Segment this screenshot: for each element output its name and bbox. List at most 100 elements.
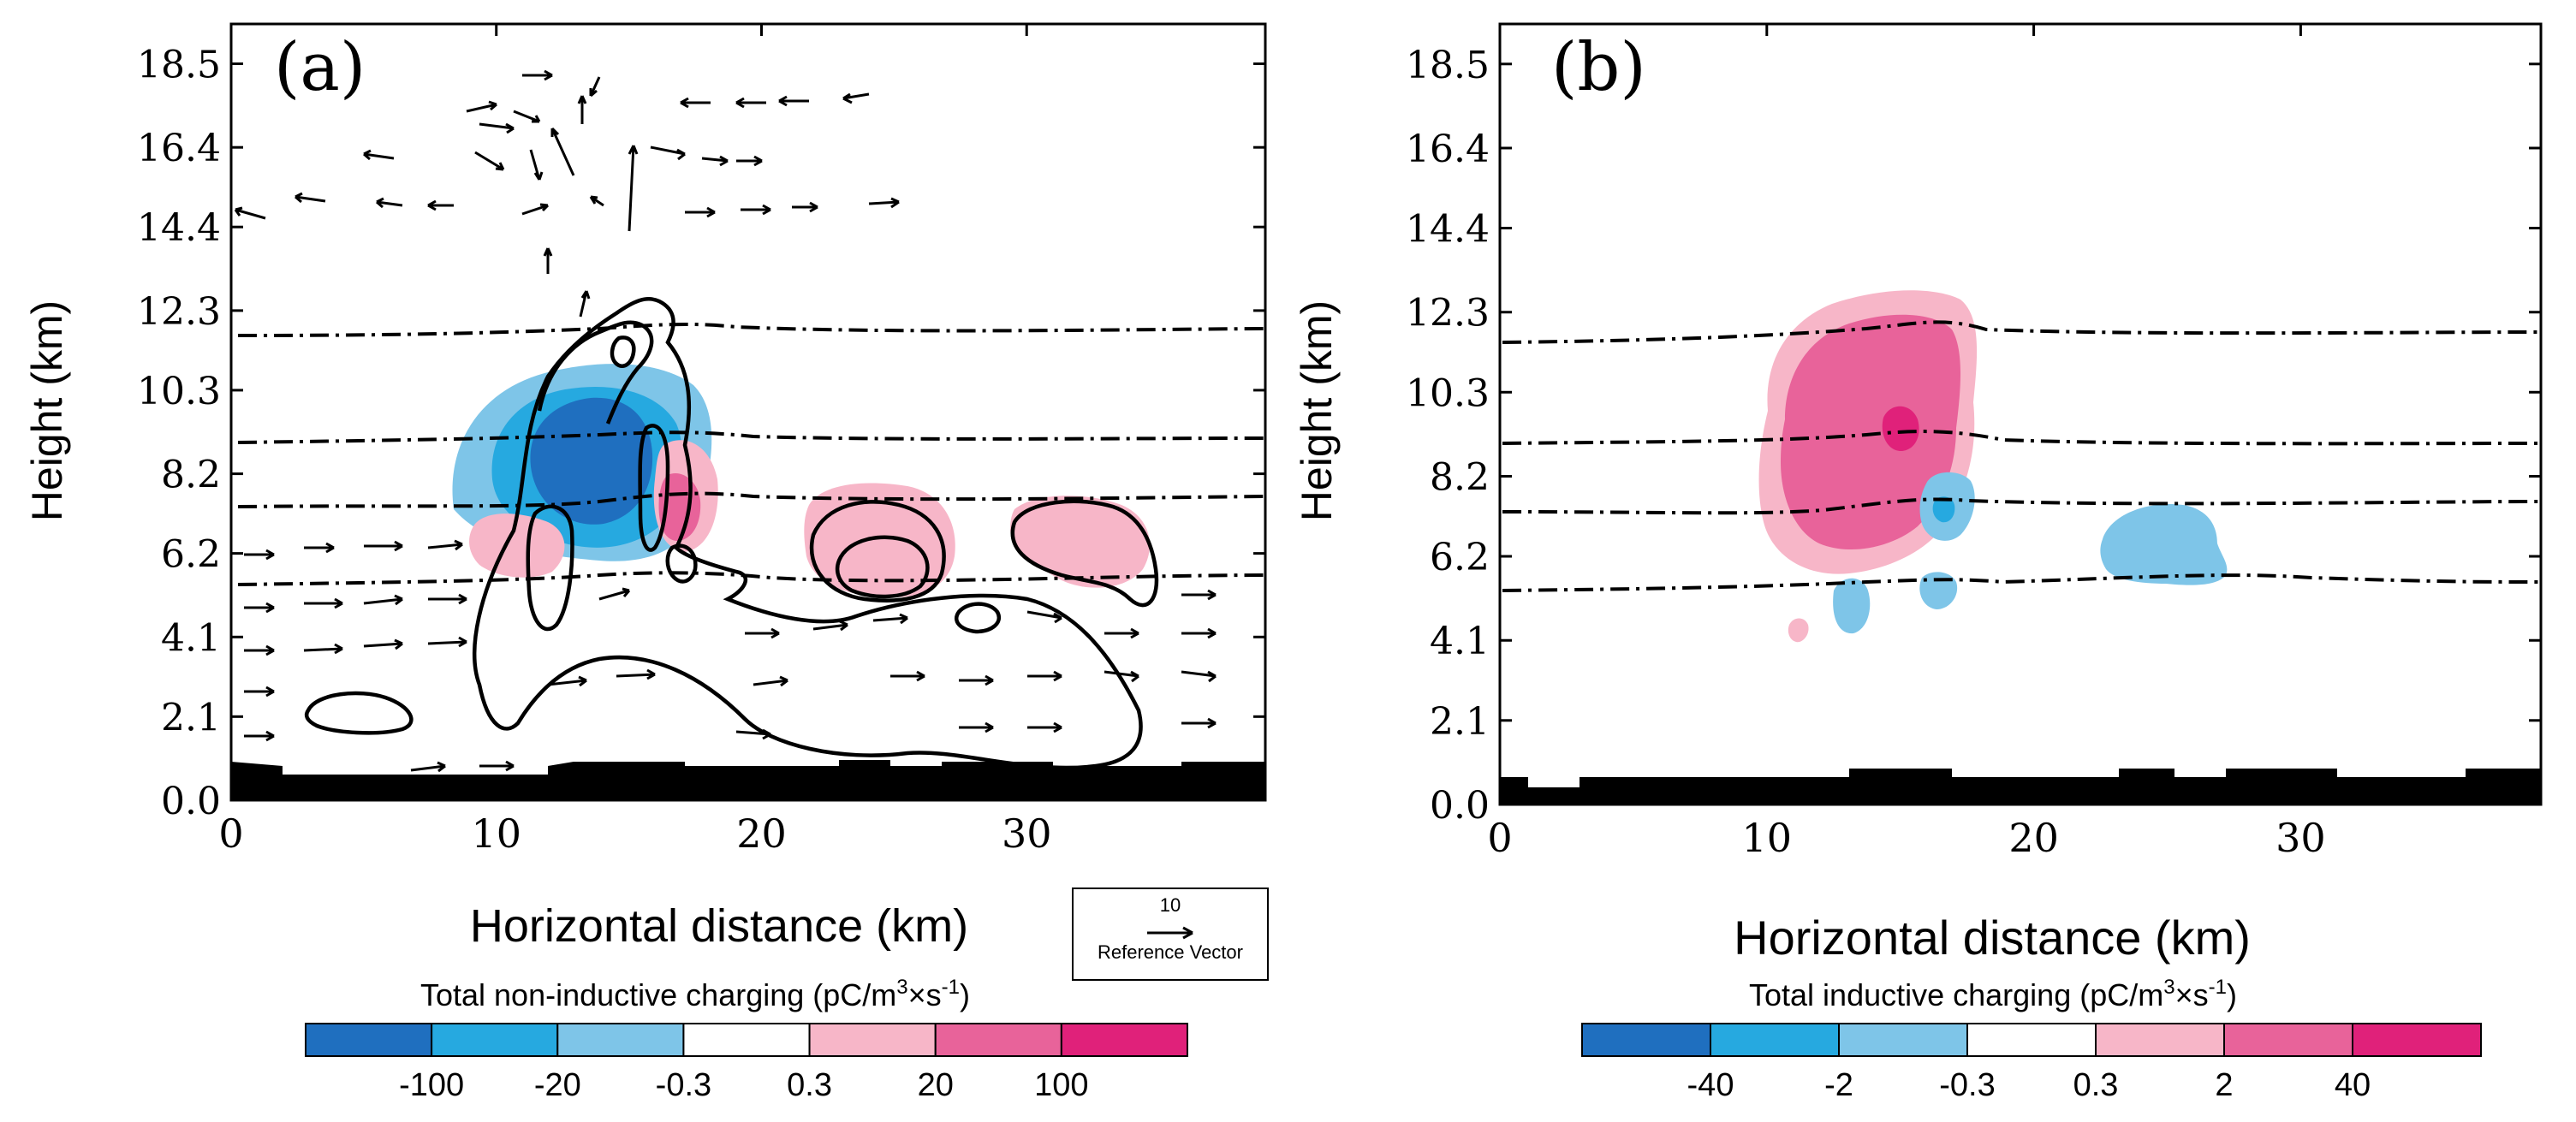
panel-a-vector <box>474 151 505 171</box>
panel-a-vector <box>304 542 335 554</box>
panel-a-terrain <box>231 760 1265 800</box>
panel-a-vector <box>363 594 403 606</box>
colorbar-tick-label: -0.3 <box>1939 1067 1995 1103</box>
panel-a-vector <box>598 587 631 601</box>
panel-a-vector <box>244 549 275 561</box>
panel-a-y-axis-title: Height (km) <box>23 300 71 521</box>
panel-a-isotherm-3 <box>237 491 1266 508</box>
panel-b-plot-frame <box>1498 22 2543 806</box>
panel-b-label: (b) <box>1551 29 1646 106</box>
panel-b-colorbar-title: Total inductive charging (pC/m3×s-1) <box>1749 976 2237 1012</box>
y-tick-label: 8.2 <box>161 454 221 497</box>
panel-a-vector <box>244 644 275 656</box>
panel-a-negative-region-core <box>530 397 653 525</box>
x-tick-label: 10 <box>1742 815 1793 861</box>
panel-a-vector <box>513 110 541 123</box>
panel-a-colorbar-units-end: ) <box>960 977 970 1012</box>
panel-a-isotherms <box>237 322 1266 586</box>
panel-b-positive-region-small-dot <box>1788 618 1809 643</box>
panel-a-isotherm-2 <box>237 430 1266 444</box>
panel-a-contour-low-left <box>304 691 413 735</box>
panel-b-negative-region-low-mid <box>1919 572 1958 609</box>
colorbar-swatch <box>556 1023 685 1057</box>
panel-a-vector <box>234 206 266 220</box>
colorbar-tick-label: 0.3 <box>787 1067 832 1103</box>
panel-b-ticks: 0 10 20 30 0.0 2.1 4.1 6.2 8.2 10.3 12.3 14.4 16.4 18… <box>1406 24 2541 861</box>
panel-b-negative-region-low-left <box>1833 578 1871 634</box>
y-tick-label: 8.2 <box>1430 455 1490 499</box>
panel-a-contour-small-top <box>610 335 636 368</box>
panel-b-y-axis-title: Height (km) <box>1293 300 1341 521</box>
panel-b-x-axis-title: Horizontal distance (km) <box>1734 911 2251 965</box>
x-tick-label: 10 <box>471 810 521 857</box>
x-tick-label: 30 <box>2276 815 2326 861</box>
panel-a-vector <box>479 760 515 772</box>
panel-a-charging-fill <box>452 364 1150 598</box>
y-tick-label: 10.3 <box>137 370 221 413</box>
panel-a-vector <box>1104 627 1139 639</box>
panel-a-vector <box>364 540 403 552</box>
colorbar-swatch <box>1581 1023 1711 1057</box>
panel-b-positive-region-core <box>1882 406 1919 452</box>
panel-b-colorbar-units-end: ) <box>2227 977 2237 1012</box>
colorbar-swatch <box>305 1023 433 1057</box>
panel-a-vector <box>479 122 515 134</box>
panel-a-colorbar-title-gap <box>804 977 812 1012</box>
panel-b-terrain <box>1500 769 2541 804</box>
colorbar-swatch <box>2352 1023 2482 1057</box>
panel-a-vector <box>244 730 275 742</box>
x-tick-label: 30 <box>1002 810 1052 857</box>
panel-a-vector <box>685 206 716 218</box>
x-tick-label: 20 <box>2008 815 2059 861</box>
panel-a-vector <box>550 127 575 176</box>
colorbar-tick-label: -100 <box>399 1067 464 1103</box>
panel-a-vector <box>244 602 275 614</box>
x-tick-label: 20 <box>736 810 787 857</box>
panel-a-vector <box>244 686 275 698</box>
panel-b-negative-region-far <box>2100 504 2228 585</box>
panel-a-positive-region-far-right <box>1010 496 1150 588</box>
colorbar-swatch <box>1710 1023 1840 1057</box>
panel-b-colorbar-title-name: Total inductive charging <box>1749 977 2071 1012</box>
panel-a-vector <box>745 627 780 639</box>
panel-a-contour-top-cap <box>537 320 654 424</box>
panel-a-vector <box>428 593 467 605</box>
panel-b-isotherms <box>1502 320 2542 592</box>
panel-a-isotherm-4 <box>237 571 1266 586</box>
colorbar-tick-label: 40 <box>2335 1067 2371 1103</box>
panel-a-contour-right-inner <box>638 424 670 552</box>
panel-a-vector <box>628 145 639 232</box>
y-tick-label: 16.4 <box>1406 128 1490 171</box>
panel-a-contour-center-inner <box>835 535 930 599</box>
panel-a-vector <box>521 203 550 216</box>
panel-a-label: (a) <box>274 29 366 106</box>
panel-a-vector <box>529 149 544 181</box>
colorbar-tick-label: 2 <box>2215 1067 2233 1103</box>
y-tick-label: 4.1 <box>1430 620 1490 663</box>
panel-a-vector <box>547 675 587 687</box>
panel-a-vector <box>616 668 656 680</box>
colorbar-swatch <box>2223 1023 2353 1057</box>
colorbar-swatch <box>934 1023 1062 1057</box>
y-tick-label: 18.5 <box>137 44 221 87</box>
panel-a-vector <box>427 636 467 648</box>
panel-a-contour-small-right <box>665 543 698 584</box>
panel-a-vector <box>410 761 446 773</box>
colorbar-tick-label: -40 <box>1687 1067 1734 1103</box>
panel-a-contour-small-center <box>954 602 1001 634</box>
panel-a-colorbar-title: Total non-inductive charging (pC/m3×s-1) <box>420 976 970 1012</box>
panel-a-colorbar-units: (pC/m <box>812 977 896 1012</box>
panel-b-isotherm-4 <box>1502 573 2542 592</box>
panel-a-vector <box>303 643 343 655</box>
y-tick-label: 2.1 <box>161 696 221 739</box>
panel-a-positive-region-left <box>469 514 565 578</box>
panel-a-vector <box>701 155 729 167</box>
panel-a-vector <box>294 192 326 204</box>
panel-a-vector <box>522 69 553 81</box>
y-tick-label: 18.5 <box>1406 44 1490 87</box>
panel-b: 0 10 20 30 0.0 2.1 4.1 6.2 8.2 10.3 12.3 14.4 16.4 18… <box>1293 22 2543 1103</box>
panel-a-vector <box>753 675 788 687</box>
colorbar-swatch <box>1966 1023 2097 1057</box>
x-tick-label: 0 <box>1487 815 1512 861</box>
panel-a: 0 10 20 30 0.0 2.1 4.1 6.2 8.2 10.3 12.3 14.4 16.4 18… <box>23 22 1269 1103</box>
